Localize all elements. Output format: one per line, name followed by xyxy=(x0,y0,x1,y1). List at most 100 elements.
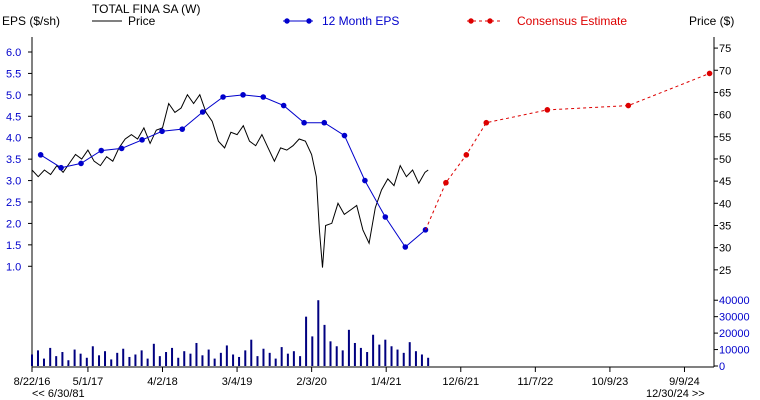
volume-tick-label: 0 xyxy=(719,361,725,373)
volume-bar xyxy=(104,351,107,366)
eps-point xyxy=(220,94,226,100)
left-tick-label: 2.0 xyxy=(6,218,21,230)
x-tick-label: 1/4/21 xyxy=(371,376,402,388)
left-tick-label: 3.5 xyxy=(6,154,21,166)
volume-bar xyxy=(280,347,283,366)
volume-bar xyxy=(396,349,399,366)
x-tick-label: 2/3/20 xyxy=(296,376,327,388)
volume-bar xyxy=(195,342,198,366)
consensus-series xyxy=(425,70,713,231)
volume-bar xyxy=(256,356,259,366)
left-tick-label: 3.0 xyxy=(6,176,21,188)
x-left-note: << 6/30/81 xyxy=(32,388,85,400)
consensus-point xyxy=(706,70,713,77)
eps-point xyxy=(118,145,125,152)
volume-bar xyxy=(323,324,326,366)
volume-bar xyxy=(250,339,253,366)
volume-bar xyxy=(146,358,149,366)
volume-bar xyxy=(140,350,143,366)
volume-bar xyxy=(79,353,82,366)
consensus-point xyxy=(483,119,490,126)
volume-bar xyxy=(122,348,125,366)
right-tick-label: 65 xyxy=(719,87,731,99)
consensus-legend-label: Consensus Estimate xyxy=(517,14,627,28)
left-tick-label: 4.0 xyxy=(6,133,21,145)
volume-bar xyxy=(305,316,308,366)
volume-bar xyxy=(274,358,277,366)
volume-bar xyxy=(286,353,289,366)
x-tick-label: 3/4/19 xyxy=(222,376,253,388)
left-axis-ticks: 1.0 1.5 2.0 2.5 3.0 3.5 4.0 4.5 5.0 5.5 6.0 xyxy=(6,47,32,273)
volume-bar xyxy=(36,350,39,366)
volume-bar xyxy=(152,343,155,366)
x-tick-label: 12/6/21 xyxy=(442,376,479,388)
volume-bar xyxy=(213,358,216,366)
right-tick-label: 60 xyxy=(719,110,731,122)
right-axis-ticks: 25 30 35 40 45 50 55 60 65 70 75 xyxy=(714,43,731,277)
right-tick-label: 50 xyxy=(719,154,731,166)
volume-bar xyxy=(366,352,369,366)
volume-tick-label: 40000 xyxy=(719,295,750,307)
volume-bar xyxy=(158,356,161,366)
eps-legend-label: 12 Month EPS xyxy=(322,14,399,28)
volume-bar xyxy=(414,351,417,366)
eps-point xyxy=(280,102,287,109)
volume-bar xyxy=(98,355,101,366)
volume-bar xyxy=(49,347,52,366)
volume-bar xyxy=(116,352,119,366)
volume-bar xyxy=(359,347,362,366)
left-tick-label: 5.0 xyxy=(6,90,21,102)
volume-bar xyxy=(390,346,393,366)
volume-bar xyxy=(341,350,344,366)
eps-point xyxy=(341,132,348,139)
volume-bar xyxy=(73,349,76,366)
right-tick-label: 75 xyxy=(719,43,731,55)
x-tick-label: 11/7/22 xyxy=(517,376,553,388)
eps-point xyxy=(37,152,44,158)
x-axis-ticks: 8/22/16 5/1/17 4/2/18 3/4/19 2/3/20 1/4/21 12/… xyxy=(14,367,700,388)
price-legend-label: Price xyxy=(128,14,156,28)
right-axis-label: Price ($) xyxy=(689,14,734,28)
consensus-point xyxy=(443,179,449,186)
volume-bar xyxy=(317,300,320,366)
volume-bar xyxy=(244,350,247,366)
eps-point xyxy=(179,126,186,132)
volume-bar xyxy=(183,351,186,366)
eps-legend-swatch xyxy=(283,18,313,24)
volume-bar xyxy=(91,346,94,366)
eps-point xyxy=(159,128,165,135)
volume-bar xyxy=(347,329,350,366)
volume-bar xyxy=(207,349,210,366)
volume-axis-ticks: 0 10000 20000 30000 40000 xyxy=(714,295,750,373)
consensus-point xyxy=(463,152,470,158)
volume-bar xyxy=(201,355,204,366)
right-tick-label: 35 xyxy=(719,220,731,232)
volume-tick-label: 10000 xyxy=(719,345,750,357)
volume-bar xyxy=(262,348,265,366)
volume-bar xyxy=(238,356,241,366)
consensus-legend-swatch xyxy=(467,18,503,24)
right-tick-label: 55 xyxy=(719,132,731,144)
eps-point xyxy=(98,147,105,154)
volume-tick-label: 20000 xyxy=(719,328,750,340)
volume-bar xyxy=(177,357,180,366)
volume-bar xyxy=(165,352,168,366)
x-tick-label: 4/2/18 xyxy=(147,376,178,388)
left-tick-label: 1.0 xyxy=(6,261,21,273)
eps-point xyxy=(240,92,246,98)
volume-bar xyxy=(408,342,411,366)
left-tick-label: 4.5 xyxy=(6,111,21,123)
volume-bars xyxy=(31,300,430,366)
eps-point xyxy=(321,119,328,126)
volume-bar xyxy=(61,352,64,366)
eps-point xyxy=(301,119,307,126)
right-tick-label: 25 xyxy=(719,265,731,277)
volume-bar xyxy=(402,352,405,366)
volume-bar xyxy=(67,360,70,366)
eps-point xyxy=(78,160,84,167)
right-tick-label: 40 xyxy=(719,198,731,210)
volume-bar xyxy=(110,359,113,366)
volume-bar xyxy=(420,354,423,366)
volume-bar xyxy=(134,354,137,366)
eps-point xyxy=(362,177,368,184)
